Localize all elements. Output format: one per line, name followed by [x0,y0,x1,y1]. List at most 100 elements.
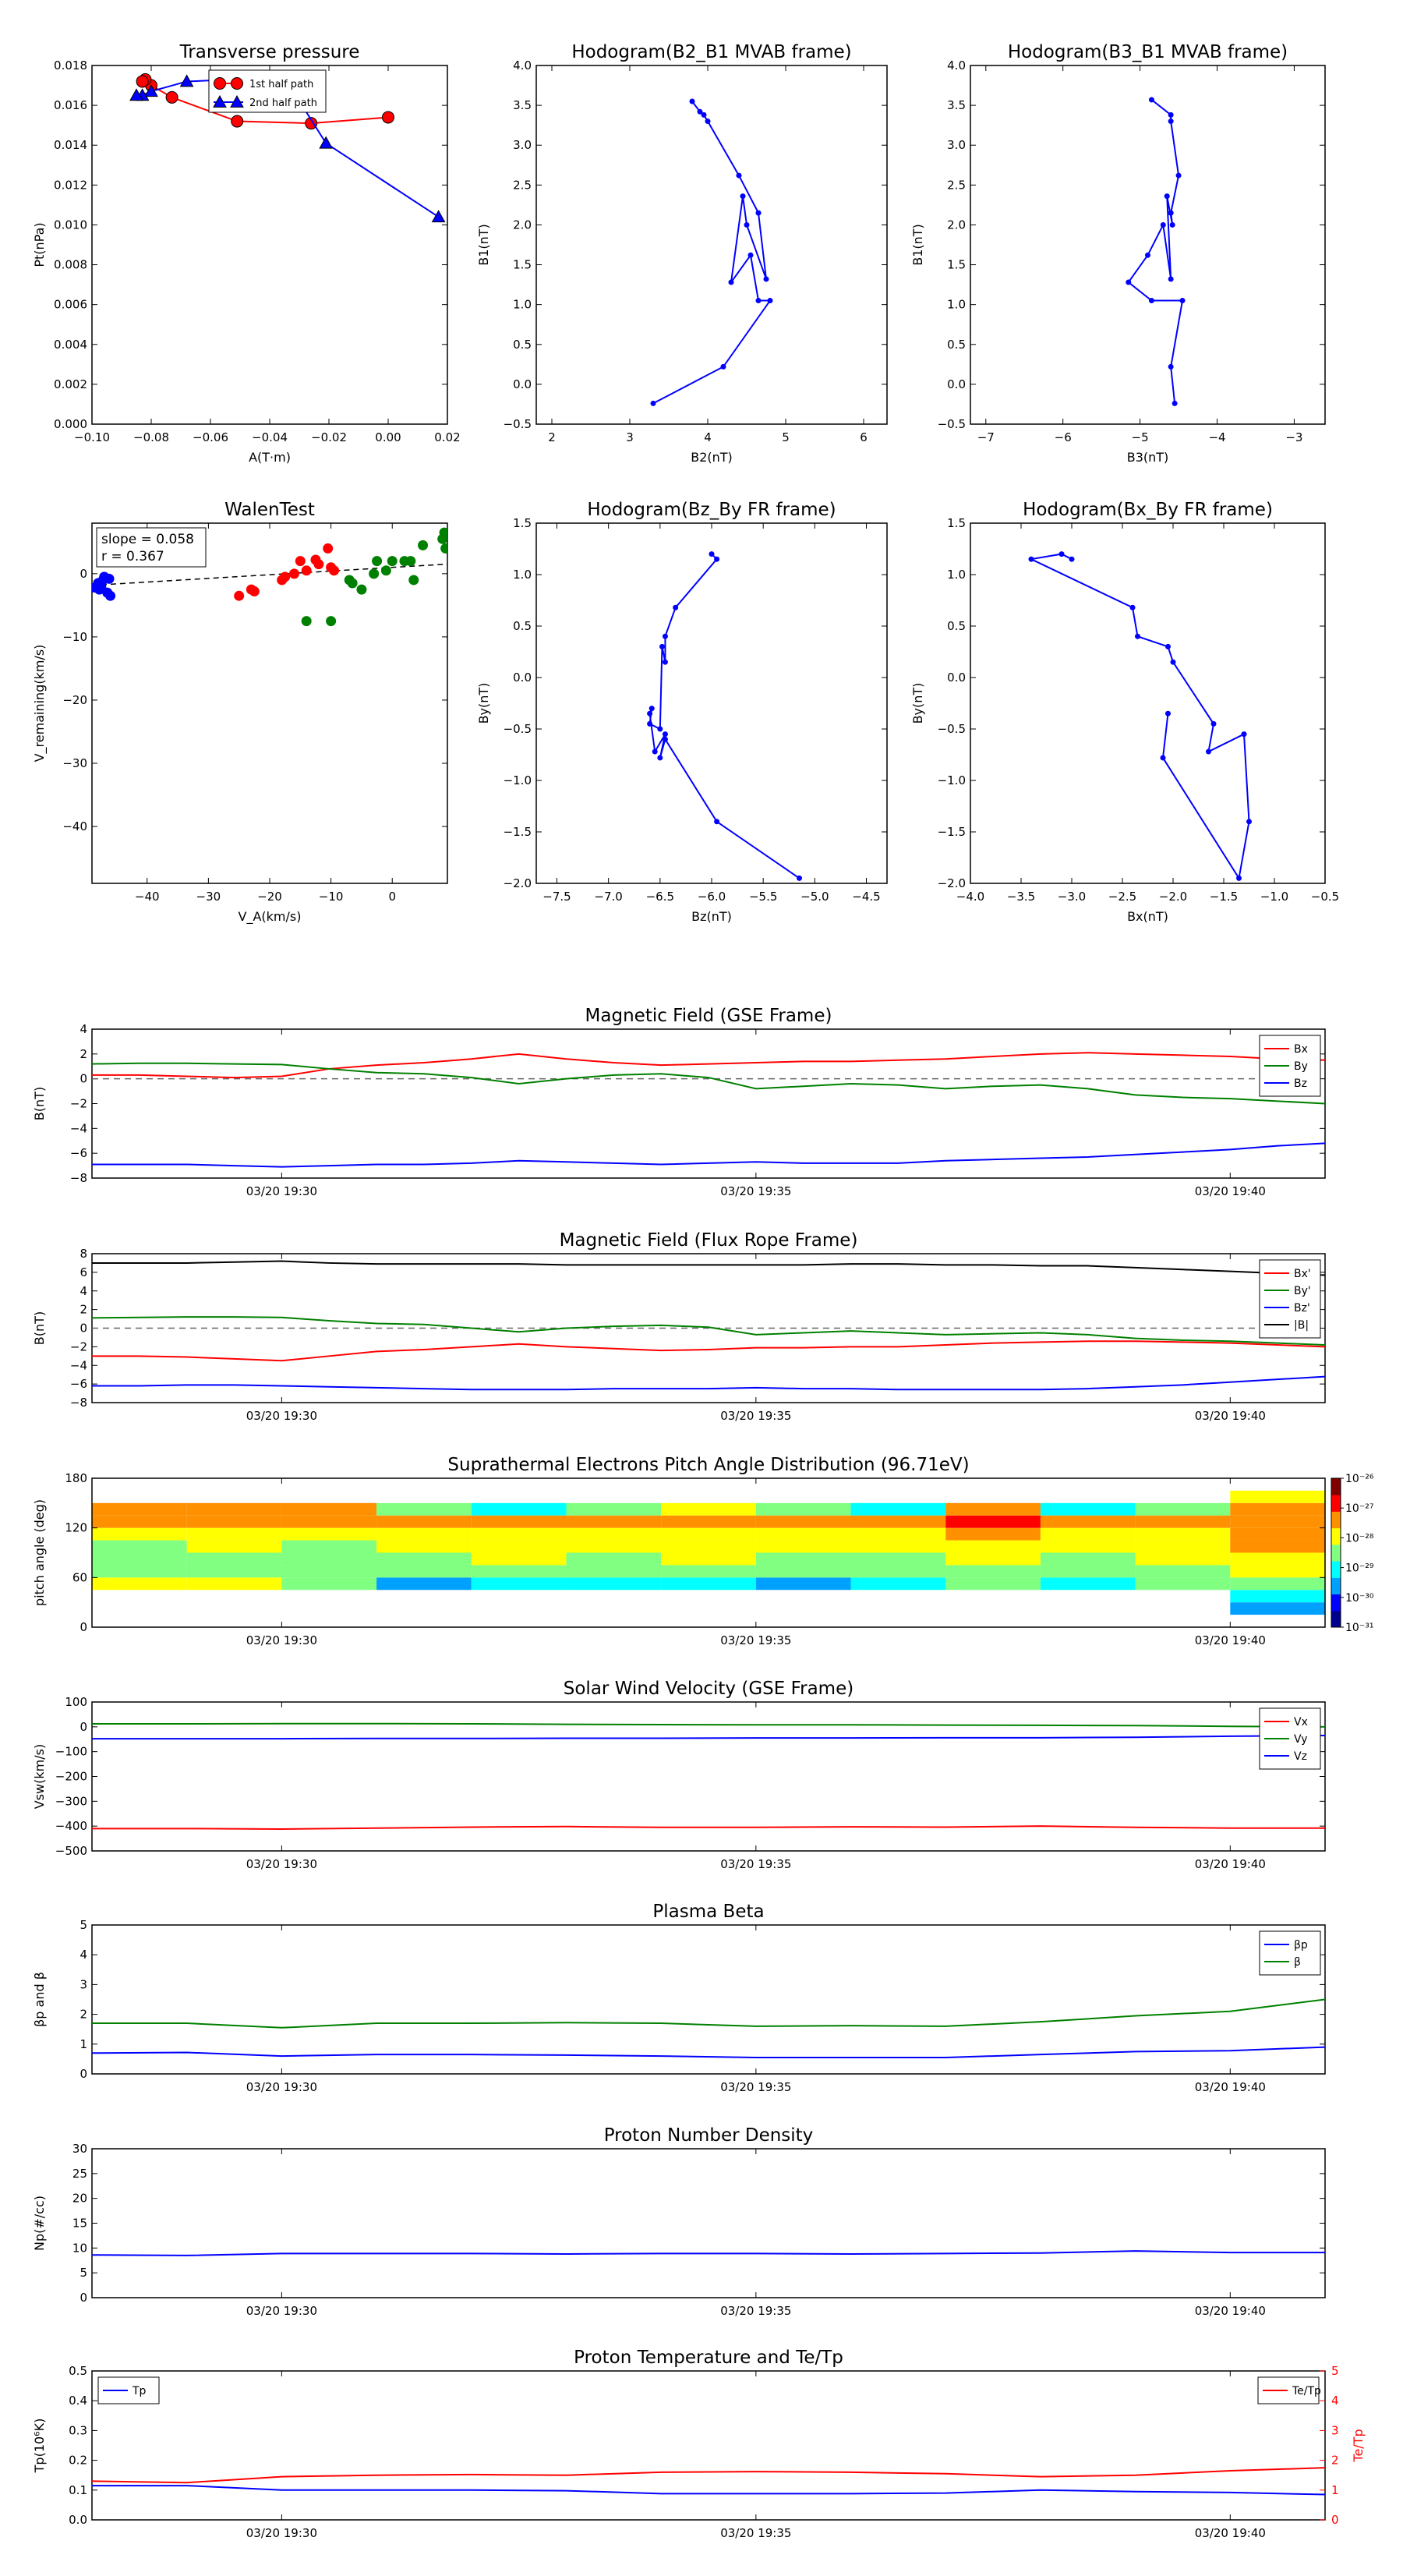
heatmap-cell [945,1552,1041,1566]
heatmap-cell [92,1527,187,1541]
y-tick-label: 0.016 [54,98,87,112]
x-tick-label: 03/20 19:30 [246,1409,317,1423]
y-tick-label-right: 5 [1331,2364,1339,2378]
x-tick-label: 03/20 19:35 [720,1633,791,1647]
heatmap-cell [566,1502,662,1516]
series-line-Vz [92,1734,1325,1740]
y-axis-label: βp and β [32,1972,47,2027]
series-line-βp [92,2046,1325,2058]
data-point [1135,633,1140,639]
data-point [657,726,663,732]
y-tick-label: 1.0 [947,568,966,582]
y-axis-label: Np(#/cc) [32,2196,47,2251]
heatmap-cell [376,1577,472,1591]
data-point [347,578,358,589]
heatmap-cell [945,1527,1041,1541]
data-point [326,616,337,627]
heatmap-cell [945,1502,1041,1516]
x-axis-label: Bz(nT) [691,909,732,924]
data-point [105,590,116,601]
data-point [179,74,194,87]
data-point [662,633,668,639]
y-tick-label: 0.008 [54,258,87,272]
legend: βp β [1259,1930,1321,1976]
data-point [1160,221,1166,228]
y-axis-label: B(nT) [32,1311,47,1345]
heatmap-cell [661,1565,756,1578]
plot-frame [91,2148,1326,2298]
x-tick-label: −3 [1285,430,1302,444]
data-point [652,748,658,755]
x-tick-label: 4 [704,430,712,444]
legend-label: 2nd half path [249,97,317,109]
legend-label: |B| [1294,1319,1309,1332]
heatmap-cell [376,1565,472,1578]
data-point [323,543,334,554]
legend-label: β [1294,1956,1301,1969]
heatmap-cell [92,1502,187,1516]
y-tick-label-right: 2 [1331,2454,1339,2468]
data-point [234,590,245,601]
data-point [648,706,655,712]
x-tick-label: −7.5 [542,890,571,904]
heatmap-cell [850,1502,946,1516]
y-tick-label: 0.0 [513,671,532,685]
series-line [652,101,772,405]
data-point [437,533,447,544]
data-point [1145,252,1150,258]
plot-area [647,551,802,881]
data-point [288,568,299,579]
x-tick-label: −2.0 [1159,890,1187,904]
data-point [1160,755,1166,761]
series-line-Bz [92,1142,1325,1168]
y-tick-label: −1.0 [938,773,966,787]
y-tick-label-right: 4 [1331,2394,1339,2408]
y-tick-label: 0.000 [54,417,87,431]
heatmap-cell [850,1552,946,1566]
heatmap-cell [850,1540,946,1553]
y-tick-label: −2 [70,1097,87,1111]
data-point [1148,97,1154,103]
y-tick-label: −0.5 [938,417,966,431]
y-axis-label: Pt(nPa) [32,222,47,267]
x-tick-label: 6 [860,430,868,444]
y-axis-label: V_remaining(km/s) [32,645,48,763]
legend-label: Te/Tp [1292,2385,1321,2397]
chart-title: Magnetic Field (GSE Frame) [585,1006,832,1026]
data-point [1164,193,1170,200]
y-tick-label: 0 [80,567,87,581]
data-point [1165,710,1171,717]
y-tick-label: −1.0 [504,773,532,787]
data-point [1210,720,1217,727]
x-axis-label: A(T·m) [249,450,291,465]
series-line [1028,553,1250,881]
y-tick-label: 1.5 [947,258,966,272]
colorbar-segment [1331,1577,1341,1595]
data-point [720,363,726,370]
heatmap-cell [471,1552,567,1566]
y-tick-label: 1.5 [513,516,532,530]
y-tick-label: −0.5 [938,722,966,736]
x-tick-label: 03/20 19:35 [720,1409,791,1423]
plot-frame [91,1477,1326,1628]
x-tick-label: 03/20 19:40 [1195,1633,1266,1647]
y-axis-label: B1(nT) [910,224,925,266]
heatmap-cell [281,1527,377,1541]
data-point [662,659,668,665]
legend-label: Tp [132,2385,147,2397]
y-tick-label: 2.0 [513,218,532,232]
plot-area [92,1998,1325,2058]
y-tick-label: −0.5 [504,722,532,736]
data-point [1168,210,1174,216]
y-tick-label: 3 [80,1977,87,1991]
y-tick-label: −6 [70,1146,87,1160]
legend-label: Bz' [1294,1302,1310,1315]
y-axis-label: B1(nT) [476,224,491,266]
x-tick-label: −0.08 [133,430,169,444]
heatmap-cell [281,1515,377,1528]
y-tick-label-right: 1 [1331,2483,1339,2497]
legend-marker [230,94,244,108]
y-tick-label-right: 0 [1331,2513,1339,2527]
data-point [650,400,656,406]
